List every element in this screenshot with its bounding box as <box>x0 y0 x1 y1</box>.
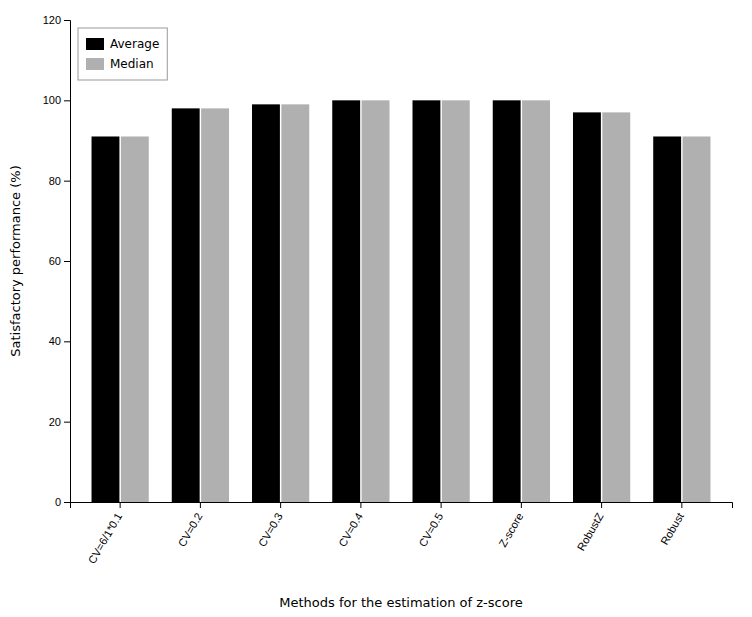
x-tick: Z-score <box>496 502 525 549</box>
x-tick-mark <box>681 502 682 508</box>
y-tick-label: 0 <box>55 496 61 508</box>
y-tick-mark <box>64 100 70 101</box>
x-tick-label: CV=0.4 <box>336 511 365 549</box>
bar <box>493 100 521 502</box>
y-tick-label: 100 <box>43 94 61 106</box>
y-tick-label: 40 <box>49 335 61 347</box>
legend-item: Average <box>86 37 159 51</box>
chart-svg: CV=6/1*0.1 CV=0.2 CV=0.3 CV=0.4 CV=0.5 Z-scor… <box>0 0 752 617</box>
x-tick-label: RobustZ <box>574 510 605 552</box>
y-axis-line <box>64 21 71 503</box>
x-tick: Robust <box>658 502 686 547</box>
x-tick: CV=6/1*0.1 <box>86 502 125 566</box>
bar <box>442 100 470 502</box>
x-tick: CV=0.2 <box>176 502 205 549</box>
bar <box>332 100 360 502</box>
bar <box>412 100 440 502</box>
y-tick-mark <box>64 20 70 21</box>
chart-container: CV=6/1*0.1 CV=0.2 CV=0.3 CV=0.4 CV=0.5 Z-scor… <box>0 0 752 617</box>
bar <box>201 108 229 502</box>
x-axis-line <box>71 503 733 509</box>
y-tick: 20 <box>49 416 70 428</box>
y-tick: 40 <box>49 335 70 347</box>
y-tick-label: 120 <box>43 14 61 26</box>
y-tick-label: 20 <box>49 416 61 428</box>
x-tick: CV=0.4 <box>336 502 365 549</box>
x-tick-label: CV=0.3 <box>256 511 285 549</box>
x-tick-mark <box>521 502 522 508</box>
bar <box>683 136 711 502</box>
x-tick-label: CV=0.2 <box>176 511 205 549</box>
bar-series <box>92 100 682 502</box>
x-tick: RobustZ <box>574 502 605 553</box>
y-tick: 100 <box>43 94 70 106</box>
x-tick: CV=0.5 <box>416 502 445 549</box>
y-tick-label: 60 <box>49 255 61 267</box>
x-tick-mark <box>120 502 121 508</box>
bar <box>121 136 149 502</box>
y-tick-mark <box>64 341 70 342</box>
x-tick-mark <box>360 502 361 508</box>
legend-swatch <box>86 38 104 50</box>
bar <box>653 136 681 502</box>
y-tick-mark <box>64 261 70 262</box>
y-tick-mark <box>64 181 70 182</box>
x-tick-label: CV=6/1*0.1 <box>86 511 125 566</box>
x-tick: CV=0.3 <box>256 502 285 549</box>
x-tick-label: Z-score <box>496 511 525 549</box>
y-tick-mark <box>64 502 70 503</box>
x-tick-mark <box>280 502 281 508</box>
y-tick: 0 <box>55 496 70 508</box>
x-tick-label: Robust <box>658 511 686 547</box>
x-tick-mark <box>441 502 442 508</box>
bar-series <box>121 100 711 502</box>
x-axis-title: Methods for the estimation of z-score <box>279 595 522 610</box>
bar <box>522 100 550 502</box>
bar <box>362 100 390 502</box>
bar <box>573 112 601 502</box>
y-axis-title: Satisfactory performance (%) <box>8 165 23 357</box>
x-tick-label: CV=0.5 <box>416 511 445 549</box>
legend-label: Average <box>110 37 159 51</box>
y-axis: 0 20 40 60 80 100 120 <box>43 14 71 508</box>
y-tick-label: 80 <box>49 175 61 187</box>
y-tick: 120 <box>43 14 70 26</box>
y-tick: 80 <box>49 175 70 187</box>
x-tick-mark <box>200 502 201 508</box>
legend-swatch <box>86 58 104 70</box>
y-tick: 60 <box>49 255 70 267</box>
legend-item: Median <box>86 57 154 71</box>
legend-label: Median <box>110 57 154 71</box>
bar <box>92 136 120 502</box>
bar <box>172 108 200 502</box>
bar <box>281 104 309 502</box>
plot: CV=6/1*0.1 CV=0.2 CV=0.3 CV=0.4 CV=0.5 Z-scor… <box>43 14 733 566</box>
bar <box>252 104 280 502</box>
x-tick-mark <box>601 502 602 508</box>
bars <box>92 100 711 502</box>
bar <box>602 112 630 502</box>
x-axis: CV=6/1*0.1 CV=0.2 CV=0.3 CV=0.4 CV=0.5 Z-scor… <box>71 502 733 566</box>
legend-frame <box>78 28 167 80</box>
legend: Average Median <box>78 28 167 80</box>
y-tick-mark <box>64 422 70 423</box>
